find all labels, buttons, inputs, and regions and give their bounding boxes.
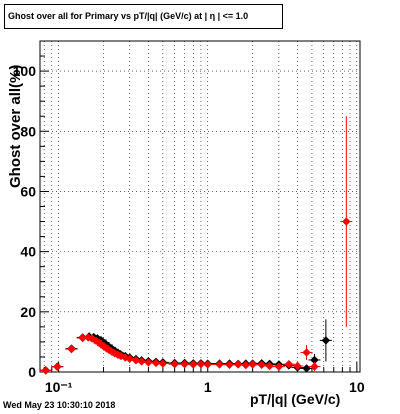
data-point	[158, 359, 168, 368]
data-point	[131, 356, 141, 365]
y-tick-label: 80	[20, 123, 36, 139]
data-point	[257, 360, 266, 369]
data-point	[189, 360, 198, 369]
data-point	[125, 354, 134, 363]
y-tick-label: 60	[20, 183, 36, 199]
data-point	[84, 333, 93, 342]
data-point	[265, 361, 274, 371]
data-point	[293, 361, 302, 371]
data-point	[121, 353, 130, 362]
x-tick-label: 10⁻¹	[45, 379, 73, 395]
data-point	[41, 366, 50, 375]
data-point	[53, 362, 62, 372]
data-point	[248, 360, 257, 369]
data-point	[113, 350, 123, 360]
data-point	[310, 362, 319, 371]
red-series	[39, 116, 353, 375]
data-point	[310, 355, 319, 365]
y-tick-label: 20	[20, 304, 36, 320]
x-axis-label: pT/|q| (GeV/c)	[250, 391, 341, 407]
y-axis-label: Ghost over all(%)	[7, 64, 24, 188]
x-tick-label: 1	[204, 379, 212, 395]
data-point	[144, 358, 153, 367]
data-point	[233, 360, 243, 369]
y-tick-label: 0	[28, 364, 36, 380]
datestamp: Wed May 23 10:30:10 2018	[3, 400, 116, 410]
data-point	[196, 359, 206, 369]
data-point	[137, 357, 146, 366]
data-point	[241, 360, 250, 370]
data-point	[321, 336, 331, 345]
y-tick-label: 40	[20, 244, 36, 260]
data-point	[342, 217, 351, 226]
data-point	[302, 348, 311, 357]
plot-frame	[39, 40, 361, 373]
y-tick-label: 100	[13, 63, 37, 79]
data-point	[225, 360, 234, 369]
chart-title: Ghost over all for Primary vs pT/|q| (Ge…	[4, 4, 283, 29]
x-tick-label: 10	[349, 379, 365, 395]
data-point	[180, 359, 189, 369]
data-point	[203, 360, 212, 369]
data-point	[78, 333, 87, 343]
data-point	[151, 358, 161, 368]
data-point	[67, 344, 76, 354]
data-point	[215, 360, 224, 369]
data-point	[284, 359, 294, 369]
data-point	[170, 359, 179, 369]
data-point	[274, 362, 284, 371]
